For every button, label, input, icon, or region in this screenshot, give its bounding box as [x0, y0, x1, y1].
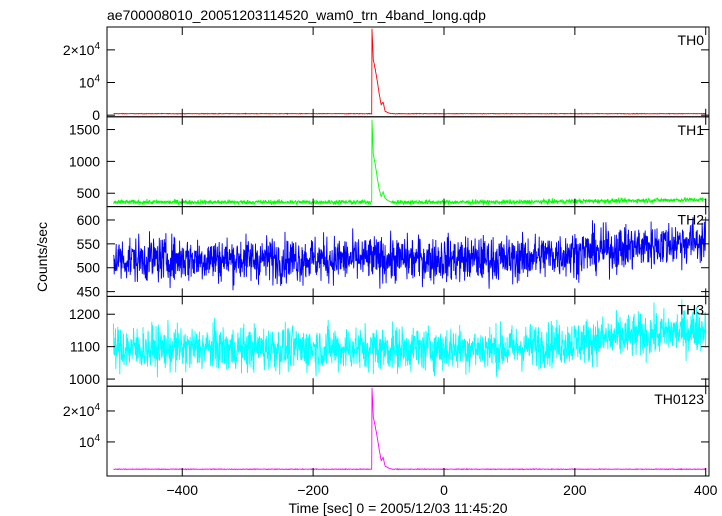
- x-axis-ticks: −400 −200 0 200 400: [166, 482, 717, 498]
- panel-label-th0123: TH0123: [654, 391, 704, 407]
- panel-frame: [106, 26, 710, 118]
- panel-th2: 450 500 550 600 TH2: [77, 206, 710, 300]
- y-tick-label: 500: [77, 260, 101, 276]
- panel-th3: 1000 1100 1200 TH3: [69, 295, 710, 387]
- y-tick-label: 1200: [69, 306, 100, 322]
- panel-frame: [106, 116, 710, 208]
- y-tick-label: 2×104: [63, 402, 101, 419]
- y-tick-label: 500: [77, 185, 101, 201]
- series-line-th0123: [113, 387, 707, 471]
- panel-th0: 0 104 2×104 TH0: [63, 26, 710, 123]
- x-tick-label: 400: [694, 482, 718, 498]
- series-line-th3: [113, 299, 707, 378]
- panel-label-th3: TH3: [678, 301, 705, 317]
- y-tick-label: 2×104: [63, 41, 101, 58]
- series-line-th0: [113, 28, 706, 115]
- panel-th0123: 104 2×104 TH0123: [63, 385, 710, 477]
- panel-frame: [106, 385, 710, 477]
- x-tick-label: −200: [297, 482, 329, 498]
- x-tick-label: 0: [440, 482, 448, 498]
- x-axis-label: Time [sec] 0 = 2005/12/03 11:45:20: [288, 500, 507, 516]
- panel-label-th2: TH2: [678, 212, 705, 228]
- series-line-th2: [113, 216, 707, 291]
- y-tick-label: 1000: [69, 153, 100, 169]
- panels-group: 0 104 2×104 TH0 500 1000 1500 TH1 450 500 550 600 TH…: [63, 26, 710, 477]
- y-tick-label: 104: [79, 433, 101, 450]
- y-tick-label: 600: [77, 212, 101, 228]
- series-line-th1: [113, 119, 706, 206]
- panel-th1: 500 1000 1500 TH1: [69, 116, 710, 208]
- x-tick-label: −400: [166, 482, 198, 498]
- y-tick-label: 1100: [70, 339, 100, 355]
- y-tick-label: 550: [77, 236, 101, 252]
- panel-label-th0: TH0: [678, 32, 705, 48]
- y-tick-label: 1500: [69, 122, 100, 138]
- y-tick-label: 1000: [69, 371, 100, 387]
- y-tick-label: 450: [77, 284, 101, 300]
- y-tick-label: 104: [79, 74, 101, 91]
- panel-label-th1: TH1: [678, 122, 705, 138]
- y-axis-label: Counts/sec: [34, 222, 50, 292]
- x-tick-label: 200: [563, 482, 587, 498]
- y-tick-label: 0: [92, 107, 100, 123]
- chart-title: ae700008010_20051203114520_wam0_trn_4ban…: [107, 7, 486, 23]
